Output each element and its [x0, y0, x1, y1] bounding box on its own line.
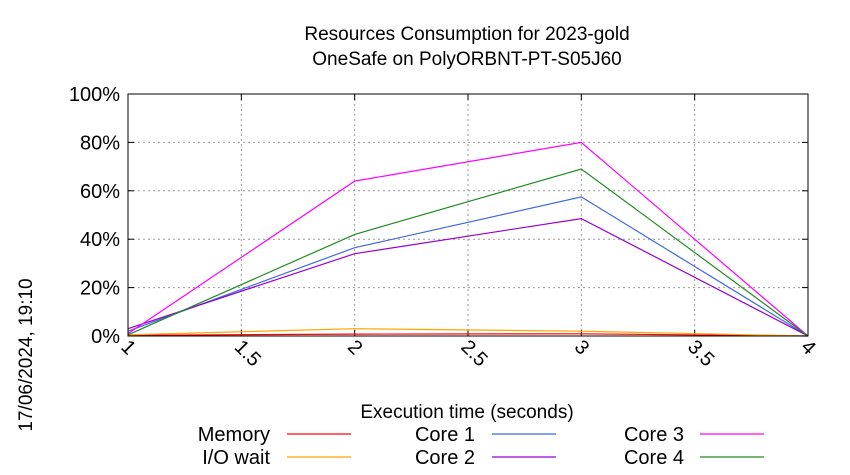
series-line-core-2: [127, 217, 809, 337]
x-tick-label: 3: [570, 336, 593, 359]
x-tick-label: 1.5: [230, 336, 265, 371]
legend-label: Core 3: [624, 424, 684, 446]
y-tick-label: 20%: [80, 278, 120, 300]
legend-label: Core 4: [624, 447, 684, 469]
x-tick-label: 2: [343, 336, 366, 359]
legend-label: I/O wait: [202, 447, 270, 469]
x-axis-label: Execution time (seconds): [360, 402, 573, 423]
y-tick-label: 0%: [91, 326, 120, 348]
legend-label: Memory: [198, 424, 270, 446]
series-line-core-4: [127, 168, 809, 337]
series-line-core-3: [127, 141, 809, 337]
x-tick-label: 4: [796, 336, 819, 359]
y-axis-ticks: 0% 20% 40% 60% 80% 100%: [69, 84, 808, 348]
chart-title-line1: Resources Consumption for 2023-gold: [304, 24, 629, 45]
legend-label: Core 1: [415, 424, 475, 446]
y-tick-label: 60%: [80, 181, 120, 203]
chart-title-line2: OneSafe on PolyORBNT-PT-S05J60: [312, 49, 621, 70]
timestamp-label: 17/06/2024, 19:10: [16, 278, 37, 431]
legend-label: Core 2: [415, 447, 475, 469]
x-tick-label: 2.5: [456, 336, 491, 371]
series-line-i-o-wait: [127, 328, 809, 337]
series-line-memory: [127, 333, 809, 337]
grid-lines: [128, 94, 808, 336]
plot-border: [127, 93, 809, 337]
series-line-core-1: [127, 196, 809, 337]
x-tick-label: 3.5: [683, 336, 718, 371]
y-tick-label: 40%: [80, 229, 120, 251]
series-lines: [127, 141, 809, 337]
y-tick-label: 100%: [69, 84, 120, 106]
y-tick-label: 80%: [80, 132, 120, 154]
